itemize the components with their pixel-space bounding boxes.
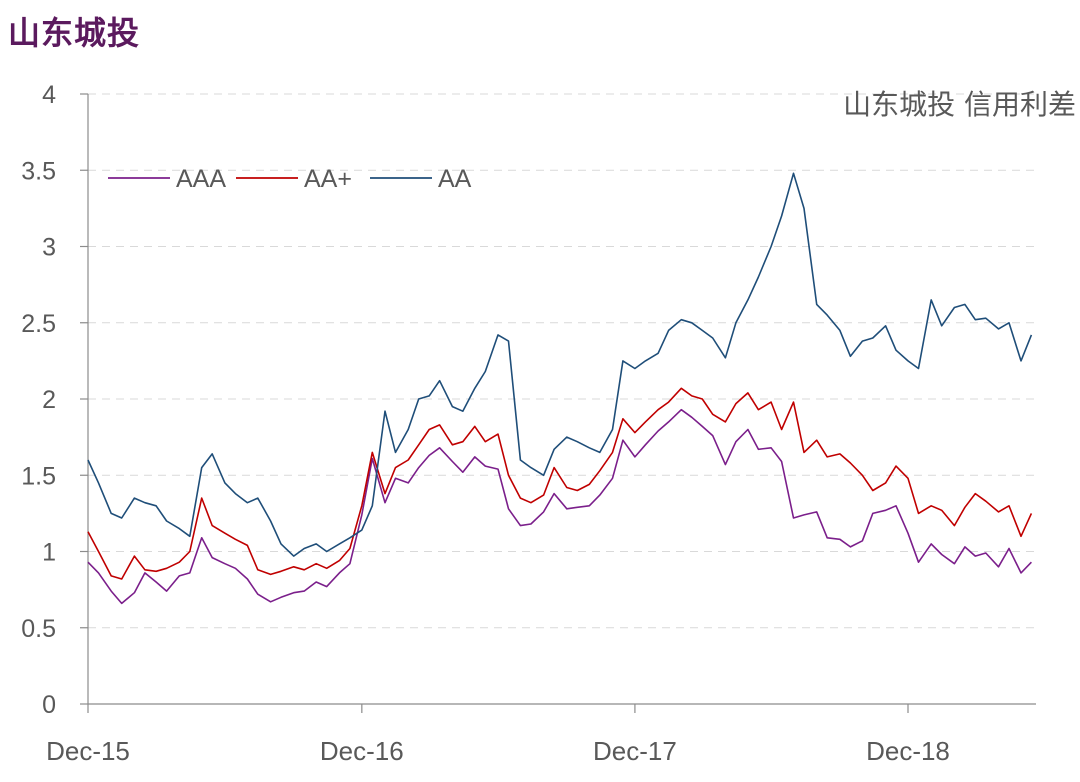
- y-tick-label-7: 3.5: [21, 157, 56, 185]
- x-tick-label-1: Dec-16: [320, 736, 404, 766]
- legend: AAA AA+ AA: [108, 165, 472, 193]
- x-tick-label-3: Dec-18: [866, 736, 950, 766]
- series-lines: [87, 172, 1033, 605]
- y-tick-label-3: 1.5: [21, 462, 56, 490]
- page-title: 山东城投: [8, 14, 141, 52]
- x-axis: Dec-15 Dec-16 Dec-17 Dec-18: [46, 703, 1036, 766]
- y-tick-label-2: 1: [42, 539, 56, 567]
- chart-title: 山东城投 信用利差: [843, 88, 1076, 121]
- y-tick-label-8: 4: [42, 81, 56, 109]
- y-tick-label-4: 2: [42, 386, 56, 414]
- y-tick-label-0: 0: [42, 691, 56, 719]
- grid-lines: [88, 93, 1036, 629]
- legend-label-1: AA+: [304, 165, 352, 193]
- x-tick-label-2: Dec-17: [593, 736, 677, 766]
- y-axis: 0 0.5 1 1.5 2 2.5 3 3.5 4: [21, 81, 89, 719]
- y-tick-label-5: 2.5: [21, 310, 56, 338]
- series-line-aa: [87, 172, 1033, 557]
- y-tick-label-6: 3: [42, 234, 56, 262]
- legend-label-2: AA: [438, 165, 472, 193]
- series-line-aaplus: [87, 387, 1033, 580]
- legend-label-0: AAA: [176, 165, 226, 193]
- series-line-aaa: [87, 408, 1032, 605]
- y-tick-label-1: 0.5: [21, 615, 56, 643]
- x-tick-label-0: Dec-15: [46, 736, 130, 766]
